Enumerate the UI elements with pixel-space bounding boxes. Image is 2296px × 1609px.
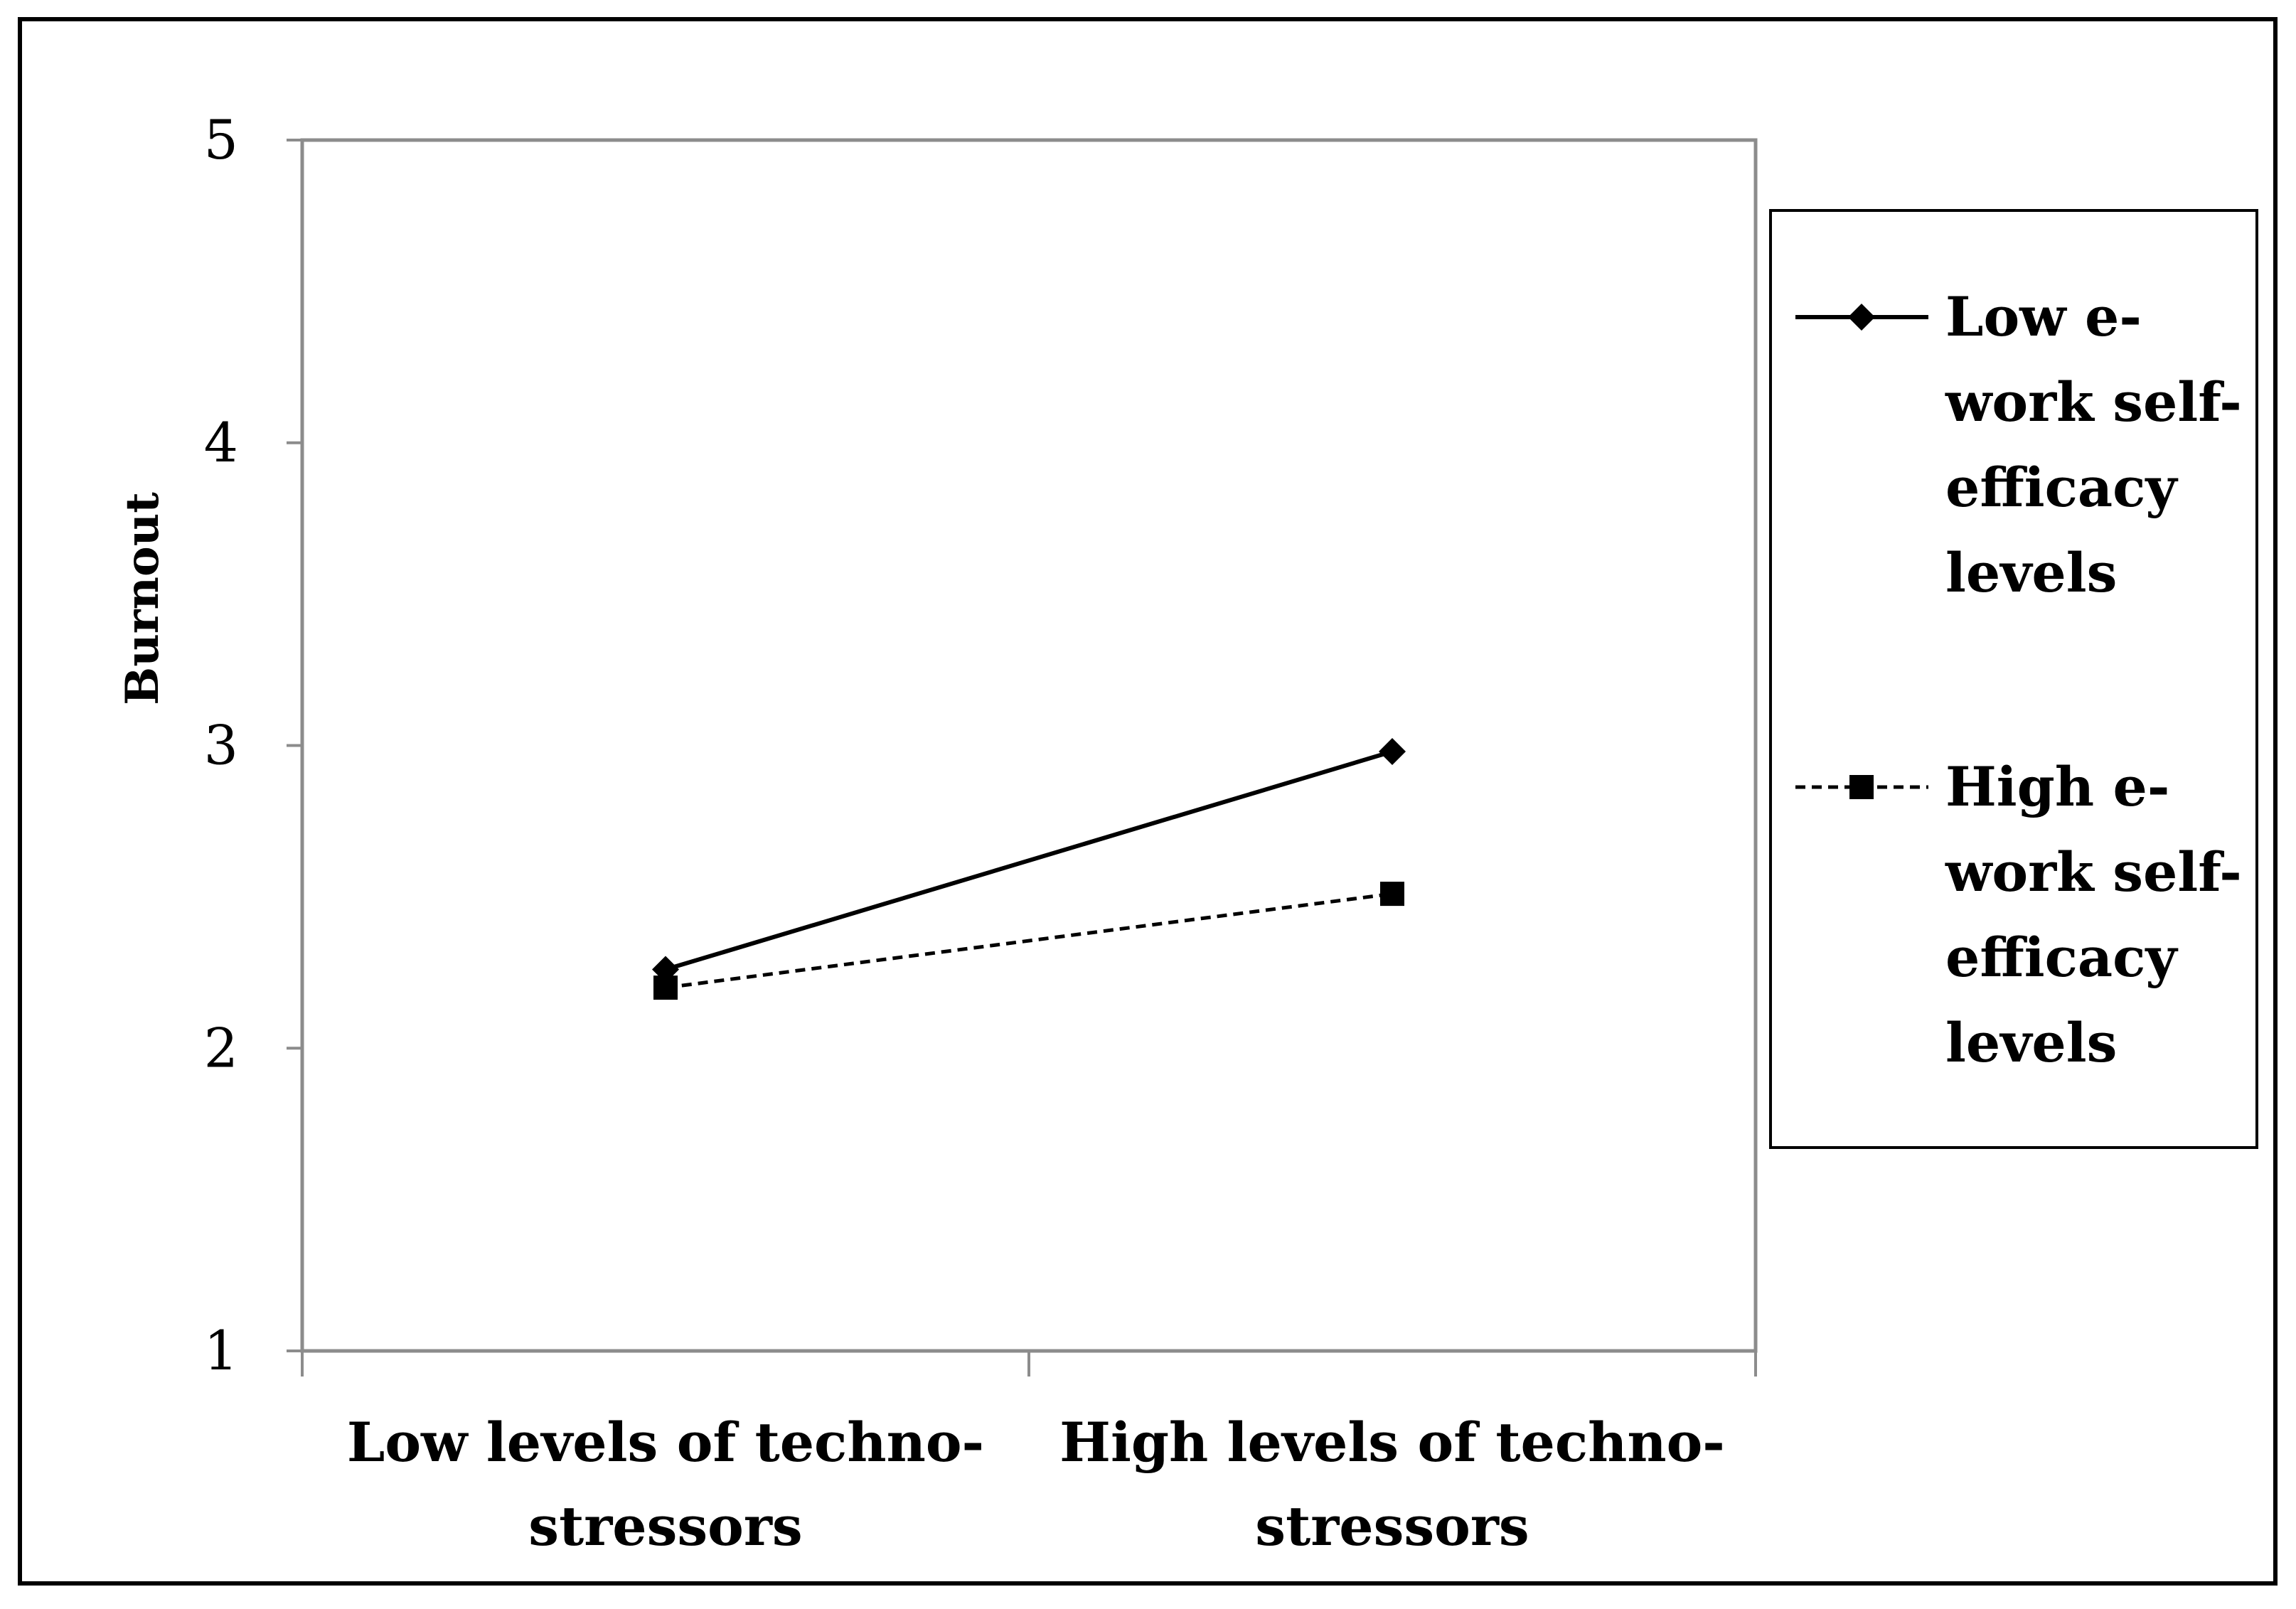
y-tick-label: 1 (204, 1319, 238, 1382)
y-tick-label: 2 (204, 1016, 238, 1079)
data-point-marker (1380, 882, 1404, 907)
data-point-marker (653, 975, 678, 1000)
y-axis: 1 2 3 4 5 (204, 108, 302, 1382)
legend-box (1769, 209, 2258, 1149)
legend: Low e-work self-efficacy levels High e-wor… (1795, 285, 2242, 1074)
plot-area (300, 138, 1758, 1353)
y-tick-label: 3 (204, 714, 238, 777)
legend-label: Low e-work self-efficacy levels (1945, 285, 2242, 604)
x-axis: Low levels of techno-stressors High level… (301, 1351, 1757, 1558)
series-layer (652, 738, 1406, 1000)
x-category-label: Low levels of techno-stressors (347, 1411, 984, 1558)
data-point-marker (1379, 738, 1406, 766)
x-category-label: High levels of techno-stressors (1059, 1411, 1725, 1558)
series-line (665, 749, 1393, 972)
y-axis-title: Burnout (116, 492, 169, 705)
legend-swatch-marker (1848, 304, 1875, 331)
legend-label: High e-work self-efficacy levels (1945, 755, 2242, 1074)
y-tick-label: 5 (204, 108, 238, 171)
y-tick-label: 4 (204, 411, 238, 474)
series-line (665, 892, 1393, 990)
legend-swatch-marker (1849, 775, 1874, 799)
